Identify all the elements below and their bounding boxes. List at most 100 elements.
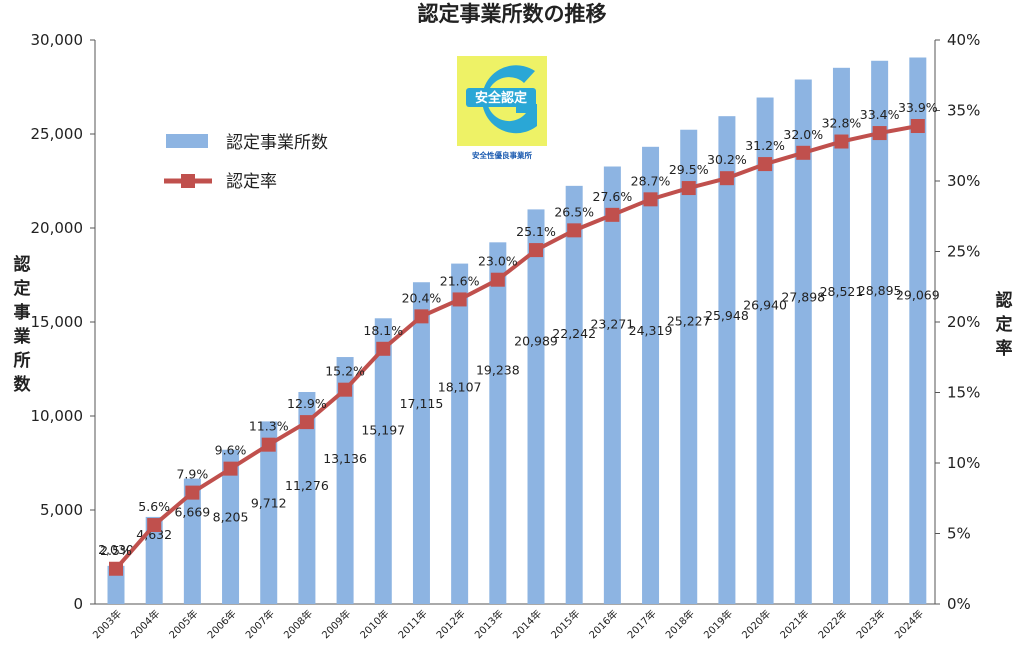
bar-value-label: 11,276: [285, 478, 329, 493]
bar: [603, 166, 621, 605]
rate-point: [529, 243, 543, 258]
right-tick-label: 25%: [947, 243, 980, 261]
bar: [183, 478, 201, 604]
x-tick-label: 2012年: [433, 607, 467, 641]
x-tick-label: 2021年: [777, 607, 811, 641]
rate-point: [834, 134, 849, 149]
right-tick-label: 40%: [947, 31, 980, 49]
bar-value-label: 13,136: [323, 451, 367, 466]
bar: [260, 421, 278, 604]
left-tick-label: 10,000: [31, 407, 84, 425]
rate-value-label: 31.2%: [745, 138, 785, 153]
rate-point: [567, 223, 582, 238]
x-tick-label: 2022年: [815, 607, 849, 641]
bar: [451, 263, 469, 604]
bar: [756, 97, 774, 604]
rate-value-label: 18.1%: [363, 323, 403, 338]
left-tick-label: 5,000: [40, 501, 83, 519]
rate-point: [719, 171, 734, 186]
rate-point: [910, 119, 925, 134]
legend-bar-label: 認定事業所数: [226, 133, 328, 153]
right-tick-label: 5%: [947, 525, 971, 543]
bar: [145, 516, 163, 604]
left-tick-label: 25,000: [31, 125, 84, 143]
rate-value-label: 21.6%: [440, 273, 480, 288]
right-axis: 0% 5% 10% 15% 20% 25% 30% 35% 40%: [934, 31, 980, 613]
x-tick-label: 2004年: [128, 607, 162, 641]
bar: [832, 67, 850, 605]
bar-value-label: 29,069: [896, 288, 940, 303]
bar-series: [107, 57, 927, 605]
rate-value-label: 20.4%: [402, 290, 442, 305]
rate-value-label: 30.2%: [707, 152, 747, 167]
legend: 認定事業所数 認定率: [164, 133, 328, 192]
rate-point: [109, 561, 123, 576]
rate-value-label: 26.5%: [554, 204, 594, 219]
rate-value-label: 33.4%: [860, 107, 900, 122]
bar-value-label: 28,521: [820, 284, 864, 299]
bar-value-label: 25,227: [667, 314, 711, 329]
bar-value-label: 2,030: [98, 542, 134, 557]
rate-point: [605, 207, 620, 222]
logo-g-mark-icon: [482, 65, 537, 134]
legend-line-label: 認定率: [226, 172, 277, 192]
x-tick-label: 2010年: [357, 607, 391, 641]
x-tick-label: 2019年: [701, 607, 735, 641]
bar: [565, 185, 583, 604]
bar-value-label: 19,238: [476, 362, 520, 377]
chart-title: 認定事業所数の推移: [418, 2, 607, 26]
x-tick-label: 2013年: [472, 607, 506, 641]
x-tick-label: 2006年: [204, 607, 238, 641]
rate-series: [109, 119, 925, 576]
rate-point: [681, 181, 696, 196]
left-tick-label: 30,000: [31, 31, 84, 49]
bar: [909, 57, 927, 604]
x-tick-label: 2015年: [548, 607, 582, 641]
left-tick-label: 0: [73, 595, 83, 613]
rate-value-label: 32.8%: [822, 116, 862, 131]
rate-point: [299, 415, 314, 430]
x-tick-label: 2016年: [586, 607, 620, 641]
bar: [489, 242, 507, 604]
rate-value-label: 29.5%: [669, 162, 709, 177]
bar-value-label: 15,197: [361, 422, 405, 437]
right-tick-label: 15%: [947, 384, 980, 402]
left-tick-label: 15,000: [31, 313, 84, 331]
x-tick-label: 2005年: [166, 607, 200, 641]
logo-band: [466, 88, 536, 107]
x-tick-label: 2014年: [510, 607, 544, 641]
bar: [222, 449, 240, 604]
bar-value-label: 26,940: [743, 298, 787, 313]
y2-axis-title: 認定率: [996, 290, 1013, 359]
x-tick-label: 2023年: [853, 607, 887, 641]
bar-value-label: 20,989: [514, 333, 558, 348]
rate-value-label: 33.9%: [898, 100, 938, 115]
rate-value-label: 32.0%: [783, 127, 823, 142]
rate-value-label: 12.9%: [287, 396, 327, 411]
legend-line-marker: [181, 174, 195, 188]
left-axis: 0 5,000 10,000 15,000 20,000 25,000 30,000: [31, 31, 96, 613]
bar: [374, 318, 392, 604]
rate-point: [185, 485, 200, 500]
bar: [336, 357, 354, 604]
bar-value-label: 23,271: [590, 317, 634, 332]
x-tick-label: 2003年: [90, 607, 124, 641]
rate-point: [261, 437, 276, 452]
rate-point: [223, 461, 238, 476]
bar: [642, 146, 660, 604]
right-tick-label: 20%: [947, 313, 980, 331]
rate-point: [338, 382, 353, 397]
right-tick-label: 35%: [947, 102, 980, 120]
rate-line: [114, 124, 919, 571]
bar: [718, 116, 736, 604]
bar: [298, 392, 316, 604]
bar-value-label: 28,895: [858, 283, 902, 298]
rate-value-label: 28.7%: [631, 173, 671, 188]
legend-bar-swatch: [166, 134, 208, 148]
rate-value-label: 23.0%: [478, 254, 518, 269]
bar-value-label: 6,669: [174, 505, 210, 520]
rate-point: [643, 192, 658, 207]
rate-point: [796, 145, 811, 160]
